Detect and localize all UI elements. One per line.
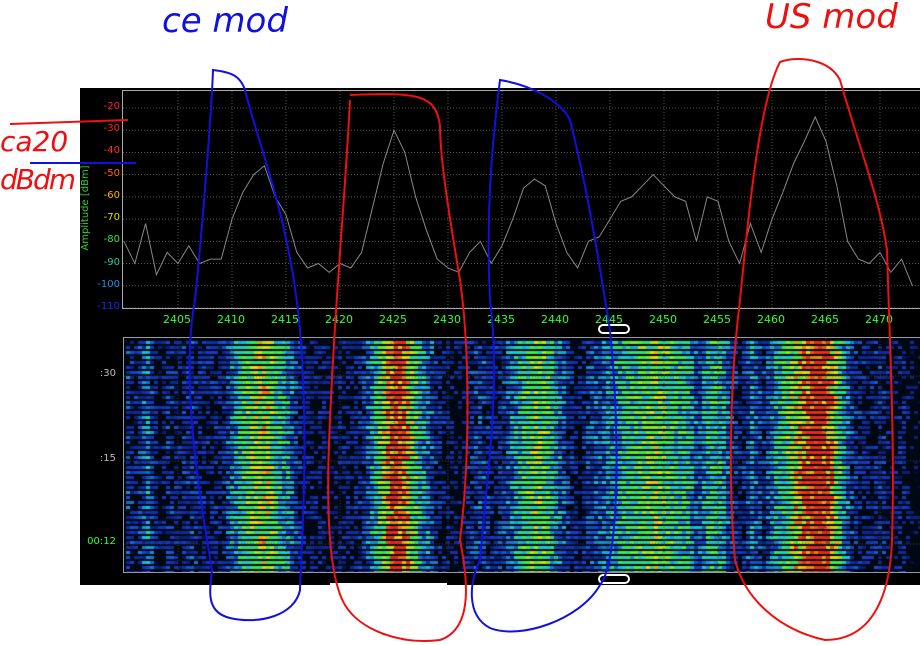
x-tick-label: 2415 [271, 313, 299, 326]
red-loop-us [729, 58, 894, 642]
x-tick-label: 2435 [487, 313, 515, 326]
level-note-1: ca20 [0, 125, 69, 158]
y-tick-label: -80 [103, 234, 120, 246]
white-gap [330, 583, 447, 591]
y-tick-label: -20 [103, 101, 120, 112]
time-tick-label: :15 [99, 453, 116, 464]
spectrum-scroll-handle[interactable] [598, 324, 630, 334]
amplitude-trace [123, 115, 913, 286]
x-tick-label: 2410 [217, 313, 245, 326]
y-tick-label: -30 [103, 123, 120, 135]
x-tick-label: 2455 [703, 313, 731, 326]
x-tick-label: 2430 [433, 313, 461, 326]
y-tick-label: -100 [97, 278, 120, 290]
y-tick-label: -50 [103, 167, 120, 179]
x-tick-label: 2420 [325, 313, 353, 326]
x-tick-label: 2425 [379, 313, 407, 326]
waterfall-scroll-handle[interactable] [598, 574, 630, 584]
x-tick-label: 2460 [757, 313, 785, 326]
x-tick-label: 2470 [865, 313, 893, 326]
red-loop-1 [327, 93, 469, 642]
y-tick-label: -110 [97, 300, 120, 312]
blue-loop-ce-1 [188, 68, 306, 622]
time-tick-label: 00:12 [87, 536, 116, 547]
y-tick-label: -40 [103, 145, 120, 157]
y-tick-label: -70 [103, 212, 120, 224]
red-level-line [9, 119, 129, 125]
time-tick-label: :30 [99, 368, 116, 379]
y-tick-label: -60 [103, 189, 120, 201]
waterfall-canvas [124, 338, 920, 572]
x-tick-label: 2405 [163, 313, 191, 326]
level-note-2: dBdm [0, 163, 76, 196]
waterfall-plot[interactable] [123, 337, 920, 573]
blue-loop-ce-2 [470, 78, 618, 633]
y-tick-label: -90 [103, 256, 120, 268]
us-mod-annotation: US mod [765, 0, 898, 37]
x-tick-label: 2450 [649, 313, 677, 326]
ce-mod-annotation: ce mod [162, 1, 288, 41]
spectrum-plot[interactable] [122, 90, 920, 309]
x-tick-label: 2440 [541, 313, 569, 326]
spectrum-svg [123, 91, 920, 309]
x-tick-label: 2465 [811, 313, 839, 326]
